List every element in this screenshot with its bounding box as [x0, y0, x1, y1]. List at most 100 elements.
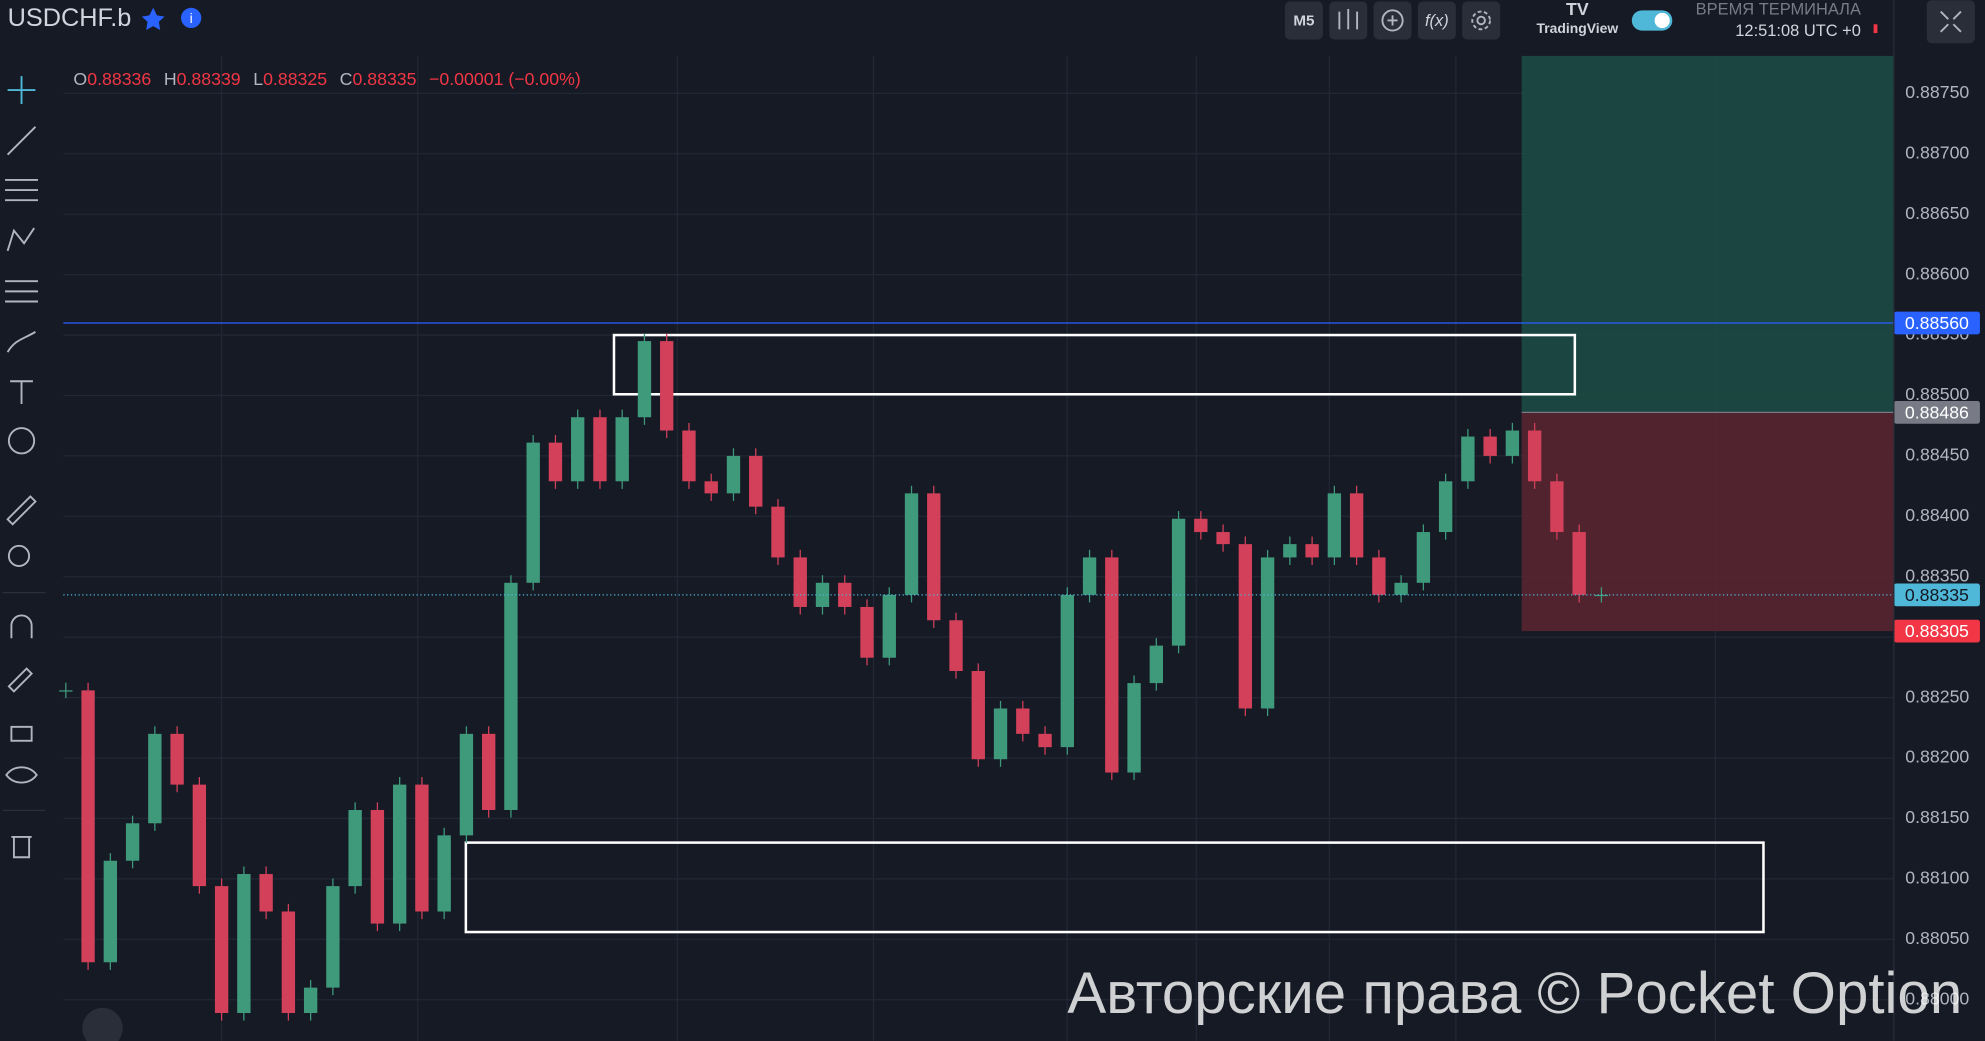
- candle: [281, 911, 296, 1014]
- candle: [170, 733, 184, 785]
- magnet-tool[interactable]: [10, 614, 33, 639]
- candle: [1572, 532, 1586, 595]
- candle: [571, 417, 585, 482]
- candle: [904, 493, 919, 595]
- candle: [637, 341, 652, 418]
- current-price-label: 0.88335: [1905, 585, 1969, 605]
- candle: [237, 874, 251, 1014]
- current-price-tag: [1893, 583, 1980, 607]
- favorite-icon[interactable]: [141, 7, 165, 30]
- indicators-button[interactable]: [1417, 1, 1456, 40]
- candle: [771, 506, 785, 558]
- fib-tool[interactable]: [5, 179, 38, 202]
- candle: [481, 733, 496, 810]
- candle: [459, 733, 474, 836]
- candle: [1394, 582, 1408, 595]
- candle: [1305, 544, 1319, 558]
- candle: [125, 823, 140, 861]
- y-tick-label: 0.88200: [1905, 747, 1969, 767]
- candle: [370, 809, 385, 924]
- alert-label: 0.88560: [1905, 313, 1969, 333]
- y-tick-label: 0.88400: [1905, 505, 1969, 525]
- timeframe: M5: [1293, 13, 1315, 30]
- ruler-tool[interactable]: [6, 495, 37, 526]
- status-dot: [1873, 24, 1878, 34]
- l-value: 0.88325: [263, 69, 327, 89]
- settings-button[interactable]: [1462, 1, 1501, 40]
- zoom-tool[interactable]: [7, 544, 31, 568]
- y-tick-label: 0.88050: [1905, 928, 1969, 948]
- lock-tool[interactable]: [10, 725, 33, 742]
- candle: [860, 606, 874, 658]
- candle: [526, 442, 540, 583]
- l-label: L: [253, 69, 263, 89]
- tv-logo: TV: [1566, 0, 1589, 19]
- stop-tag: [1893, 619, 1980, 643]
- candle: [593, 417, 607, 482]
- text-tool[interactable]: [10, 380, 33, 405]
- candle: [504, 582, 518, 810]
- candle: [1060, 594, 1074, 748]
- candle: [1505, 430, 1520, 456]
- hide-tool[interactable]: [5, 766, 38, 784]
- timeframe-button[interactable]: [1284, 1, 1323, 40]
- drawn-box: [464, 841, 1765, 934]
- terminal-time: 12:51:08 UTC +0: [1735, 22, 1861, 40]
- terminal-label: ВРЕМЯ ТЕРМИНАЛА: [1696, 1, 1861, 19]
- profit-zone: [1521, 55, 1894, 413]
- entry-label: 0.88486: [1905, 402, 1969, 422]
- candle: [1082, 557, 1097, 595]
- chart-type-icon: [1338, 9, 1359, 30]
- y-tick-label: 0.88150: [1905, 807, 1969, 827]
- candle: [838, 582, 852, 607]
- tv-badge: [82, 1007, 123, 1041]
- change: −0.00001 (−0.00%): [429, 69, 581, 89]
- candle: [1127, 683, 1141, 773]
- candle: [793, 557, 807, 607]
- candle: [548, 442, 563, 482]
- brush-tool[interactable]: [6, 331, 36, 353]
- candle: [148, 733, 162, 824]
- fullscreen-button[interactable]: [1926, 0, 1975, 44]
- candle: [1283, 544, 1297, 558]
- candle: [882, 594, 896, 658]
- y-tick-label: 0.88750: [1905, 82, 1969, 102]
- h-value: 0.88339: [177, 69, 241, 89]
- c-value: 0.88335: [352, 69, 416, 89]
- crosshair-tool[interactable]: [7, 76, 36, 105]
- indicators-icon: f(x): [1425, 12, 1449, 30]
- candle: [815, 582, 830, 607]
- info-icon[interactable]: [181, 7, 202, 29]
- add-plus: [1387, 15, 1398, 26]
- candle: [1238, 544, 1253, 709]
- fullscreen-icon: [1940, 10, 1962, 33]
- y-tick-label: 0.88000: [1905, 988, 1969, 1008]
- ohlc-legend: O0.88336 H0.88339 L0.88325 C0.88335 −0.0…: [73, 69, 580, 89]
- emoji-tool[interactable]: [7, 427, 36, 455]
- candle: [1372, 557, 1386, 595]
- add-icon: [1381, 9, 1404, 32]
- candle: [192, 784, 207, 887]
- symbol[interactable]: USDCHF.b: [8, 4, 132, 32]
- lock-draw-tool[interactable]: [7, 667, 33, 693]
- y-tick-label: 0.88600: [1905, 263, 1969, 283]
- drawn-box: [612, 333, 1577, 396]
- alert-tag: [1893, 311, 1980, 335]
- y-tick-label: 0.88500: [1905, 384, 1969, 404]
- o-value: 0.88336: [87, 69, 151, 89]
- candle: [1038, 733, 1052, 748]
- o-label: O: [73, 69, 87, 89]
- y-tick-label: 0.88100: [1905, 868, 1969, 888]
- trendline-tool[interactable]: [6, 126, 37, 156]
- candle: [348, 809, 362, 887]
- watermark: Авторские права © Pocket Option: [1067, 961, 1962, 1026]
- candle: [59, 690, 73, 692]
- candle: [726, 455, 741, 494]
- c-label: C: [340, 69, 353, 89]
- candle: [1327, 493, 1342, 558]
- forecast-tool[interactable]: [5, 280, 38, 303]
- delete-tool[interactable]: [11, 836, 32, 859]
- pattern-tool[interactable]: [6, 227, 35, 252]
- candle: [1416, 532, 1431, 583]
